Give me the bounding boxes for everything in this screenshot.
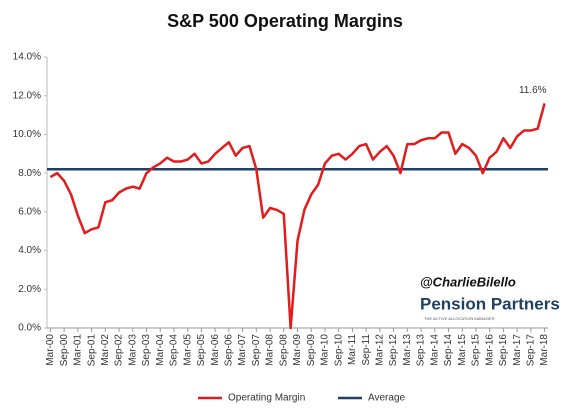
x-tick-label: Mar-07 — [237, 334, 248, 366]
x-tick-label: Mar-15 — [457, 334, 468, 366]
watermark: @CharlieBilello — [420, 274, 516, 289]
x-tick-label: Sep-13 — [416, 334, 427, 367]
x-tick-label: Sep-03 — [141, 334, 152, 367]
x-tick-label: Mar-10 — [320, 334, 331, 366]
x-tick-label: Mar-06 — [210, 334, 221, 366]
x-tick-label: Mar-04 — [155, 334, 166, 366]
x-tick-label: Sep-08 — [278, 334, 289, 367]
x-tick-label: Sep-12 — [388, 334, 399, 367]
x-tick-label: Mar-13 — [402, 334, 413, 366]
x-tick-label: Mar-00 — [45, 334, 56, 366]
x-tick-label: Sep-00 — [59, 334, 70, 367]
x-tick-label: Sep-10 — [333, 334, 344, 367]
x-tick-label: Mar-05 — [182, 334, 193, 366]
y-tick-label: 14.0% — [13, 52, 41, 63]
y-tick-label: 10.0% — [13, 129, 41, 140]
x-tick-label: Mar-08 — [265, 334, 276, 366]
legend-label: Average — [368, 393, 406, 404]
x-tick-label: Sep-05 — [196, 334, 207, 367]
watermark: THE ACTIVE ALLOCATION MANAGER — [424, 316, 495, 321]
x-tick-label: Sep-09 — [306, 334, 317, 367]
y-tick-label: 8.0% — [18, 168, 41, 179]
x-tick-label: Sep-04 — [169, 334, 180, 367]
y-tick-label: 12.0% — [13, 90, 41, 101]
x-tick-label: Sep-06 — [224, 334, 235, 367]
x-tick-label: Mar-02 — [100, 334, 111, 366]
x-tick-label: Mar-12 — [374, 334, 385, 366]
x-tick-label: Sep-01 — [86, 334, 97, 367]
data-label: 11.6% — [519, 85, 547, 96]
x-tick-label: Sep-15 — [471, 334, 482, 367]
x-tick-label: Mar-11 — [347, 334, 358, 365]
chart-title: S&P 500 Operating Margins — [167, 11, 403, 31]
watermark: Pension Partners — [420, 294, 560, 313]
x-tick-label: Mar-09 — [292, 334, 303, 366]
x-tick-label: Mar-03 — [127, 334, 138, 366]
x-tick-label: Mar-14 — [429, 334, 440, 366]
legend-label: Operating Margin — [228, 393, 305, 404]
x-tick-label: Sep-14 — [443, 334, 454, 367]
x-tick-label: Sep-16 — [498, 334, 509, 367]
x-tick-label: Sep-11 — [361, 334, 372, 366]
y-tick-label: 2.0% — [18, 284, 41, 295]
y-tick-label: 4.0% — [18, 245, 41, 256]
x-tick-label: Sep-02 — [114, 334, 125, 367]
x-tick-label: Sep-17 — [525, 334, 536, 367]
x-tick-label: Sep-07 — [251, 334, 262, 367]
x-tick-label: Mar-17 — [512, 334, 523, 366]
y-tick-label: 0.0% — [18, 323, 41, 334]
y-tick-label: 6.0% — [18, 206, 41, 217]
x-tick-label: Mar-16 — [484, 334, 495, 366]
x-tick-label: Mar-01 — [73, 334, 84, 366]
series-line — [49, 103, 546, 330]
x-tick-label: Mar-18 — [539, 334, 550, 366]
